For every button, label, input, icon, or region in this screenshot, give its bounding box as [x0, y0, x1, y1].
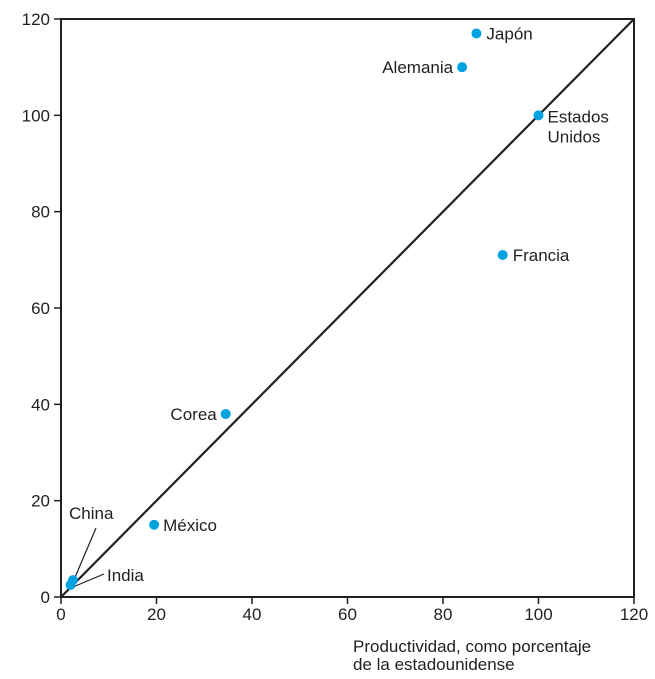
x-tick-label: 120 — [620, 605, 648, 624]
x-tick-label: 20 — [147, 605, 166, 624]
y-tick-label: 20 — [31, 492, 50, 511]
point-label: Corea — [170, 405, 217, 424]
data-point — [149, 519, 160, 530]
tick-layer: 0 20 40 60 80 100 120 0 20 40 60 80 100 120 — [22, 10, 649, 624]
x-axis-title: de la estadounidense — [353, 655, 515, 674]
x-axis-title: Productividad, como porcentaje — [353, 637, 591, 656]
y-tick-label: 0 — [41, 588, 50, 607]
y-tick-label: 40 — [31, 395, 50, 414]
data-point — [533, 110, 544, 121]
reference-line — [60, 18, 635, 598]
y-tick-label: 80 — [31, 203, 50, 222]
y-tick-label: 100 — [22, 106, 50, 125]
y-tick-label: 120 — [22, 10, 50, 29]
data-point — [497, 250, 508, 261]
x-tick-label: 40 — [243, 605, 262, 624]
x-tick-label: 80 — [434, 605, 453, 624]
leader-line-layer — [72, 527, 105, 588]
data-point — [457, 62, 468, 73]
x-tick-label: 60 — [338, 605, 357, 624]
y-tick-label: 60 — [31, 299, 50, 318]
point-label: Japón — [486, 24, 532, 43]
data-point — [220, 408, 231, 419]
data-point — [471, 28, 482, 39]
point-label: Estados — [548, 107, 609, 126]
data-point — [65, 579, 76, 590]
point-label: Francia — [513, 246, 570, 265]
leader-line — [72, 573, 105, 588]
data-point-layer — [65, 28, 544, 590]
leader-line — [72, 527, 97, 583]
reference-line-layer — [60, 18, 635, 598]
point-label: México — [163, 516, 217, 535]
x-tick-label: 0 — [56, 605, 65, 624]
point-label: Unidos — [548, 127, 601, 146]
point-label: China — [69, 504, 114, 523]
point-label: Alemania — [382, 58, 453, 77]
x-tick-label: 100 — [524, 605, 552, 624]
point-label: India — [107, 566, 144, 585]
